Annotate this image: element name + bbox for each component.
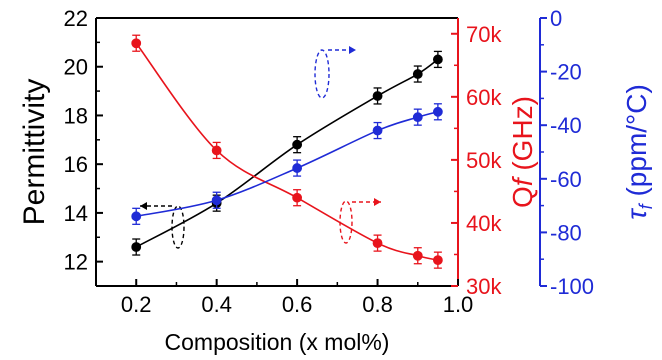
qf-tick-label: 30k bbox=[466, 274, 502, 299]
qf-axis-title: Qf (GHz) bbox=[507, 96, 538, 208]
tauf-tick-label: -100 bbox=[550, 274, 594, 299]
qf-point bbox=[372, 238, 383, 249]
tauf-axis-title-symbol: τ bbox=[621, 208, 652, 220]
left-axis-title: Permittivity bbox=[18, 79, 51, 226]
tauf-tick-label: 0 bbox=[550, 6, 562, 31]
indicator-ellipse bbox=[339, 200, 353, 244]
qf-point bbox=[211, 145, 222, 156]
left-tick-label: 14 bbox=[64, 201, 88, 226]
x-tick-label: 1.0 bbox=[443, 292, 474, 317]
x-tick-label: 0.4 bbox=[201, 292, 232, 317]
tauf-point bbox=[372, 125, 383, 136]
tauf-point bbox=[432, 106, 443, 117]
qf-tick-label: 50k bbox=[466, 148, 502, 173]
qf-tick-label: 40k bbox=[466, 211, 502, 236]
tauf-point bbox=[211, 195, 222, 206]
indicator-arrow-head bbox=[140, 202, 147, 210]
x-tick-label: 0.6 bbox=[282, 292, 313, 317]
indicator-arrow-head bbox=[374, 198, 381, 206]
axis-indicator-annotations bbox=[140, 46, 381, 249]
left-tick-label: 20 bbox=[64, 55, 88, 80]
tauf-point bbox=[131, 211, 142, 222]
indicator-ellipse bbox=[314, 49, 330, 99]
qf-tick-label: 60k bbox=[466, 85, 502, 110]
tauf-point bbox=[412, 112, 423, 123]
qf-axis-title-suffix: (GHz) bbox=[507, 96, 538, 178]
tauf-tick-label: -80 bbox=[550, 220, 582, 245]
qf-point bbox=[412, 250, 423, 261]
qf-axis-title-prefix: Q bbox=[507, 186, 538, 208]
permittivity-point bbox=[292, 139, 303, 150]
indicator-arrow-head bbox=[349, 46, 356, 54]
x-tick-label: 0.2 bbox=[121, 292, 152, 317]
qf-point bbox=[292, 192, 303, 203]
tauf-point bbox=[292, 163, 303, 173]
tauf-tick-label: -40 bbox=[550, 113, 582, 138]
tauf-series-line bbox=[136, 111, 439, 218]
left-tick-label: 12 bbox=[64, 250, 88, 275]
left-tick-label: 18 bbox=[64, 103, 88, 128]
permittivity-point bbox=[432, 54, 443, 65]
permittivity-point bbox=[131, 242, 142, 252]
left-tick-label: 22 bbox=[64, 6, 88, 31]
tauf-tick-label: -20 bbox=[550, 60, 582, 85]
left-tick-label: 16 bbox=[64, 152, 88, 177]
permittivity-point bbox=[412, 69, 423, 79]
tauf-axis-title-sub: f bbox=[636, 202, 656, 209]
permittivity-point bbox=[372, 91, 383, 101]
tauf-tick-label: -60 bbox=[550, 167, 582, 192]
x-tick-label: 0.8 bbox=[362, 292, 393, 317]
x-axis-title: Composition (x mol%) bbox=[165, 329, 390, 355]
qf-point bbox=[432, 255, 443, 266]
qf-point bbox=[131, 38, 142, 49]
qf-tick-label: 70k bbox=[466, 22, 502, 47]
tauf-axis-title-suffix: (ppm/°C) bbox=[621, 84, 652, 204]
permittivity-series-line bbox=[135, 58, 439, 248]
indicator-ellipse bbox=[171, 205, 185, 249]
qf-axis-title-italic: f bbox=[507, 175, 538, 186]
tauf-axis-title: τf (ppm/°C) bbox=[621, 84, 656, 220]
